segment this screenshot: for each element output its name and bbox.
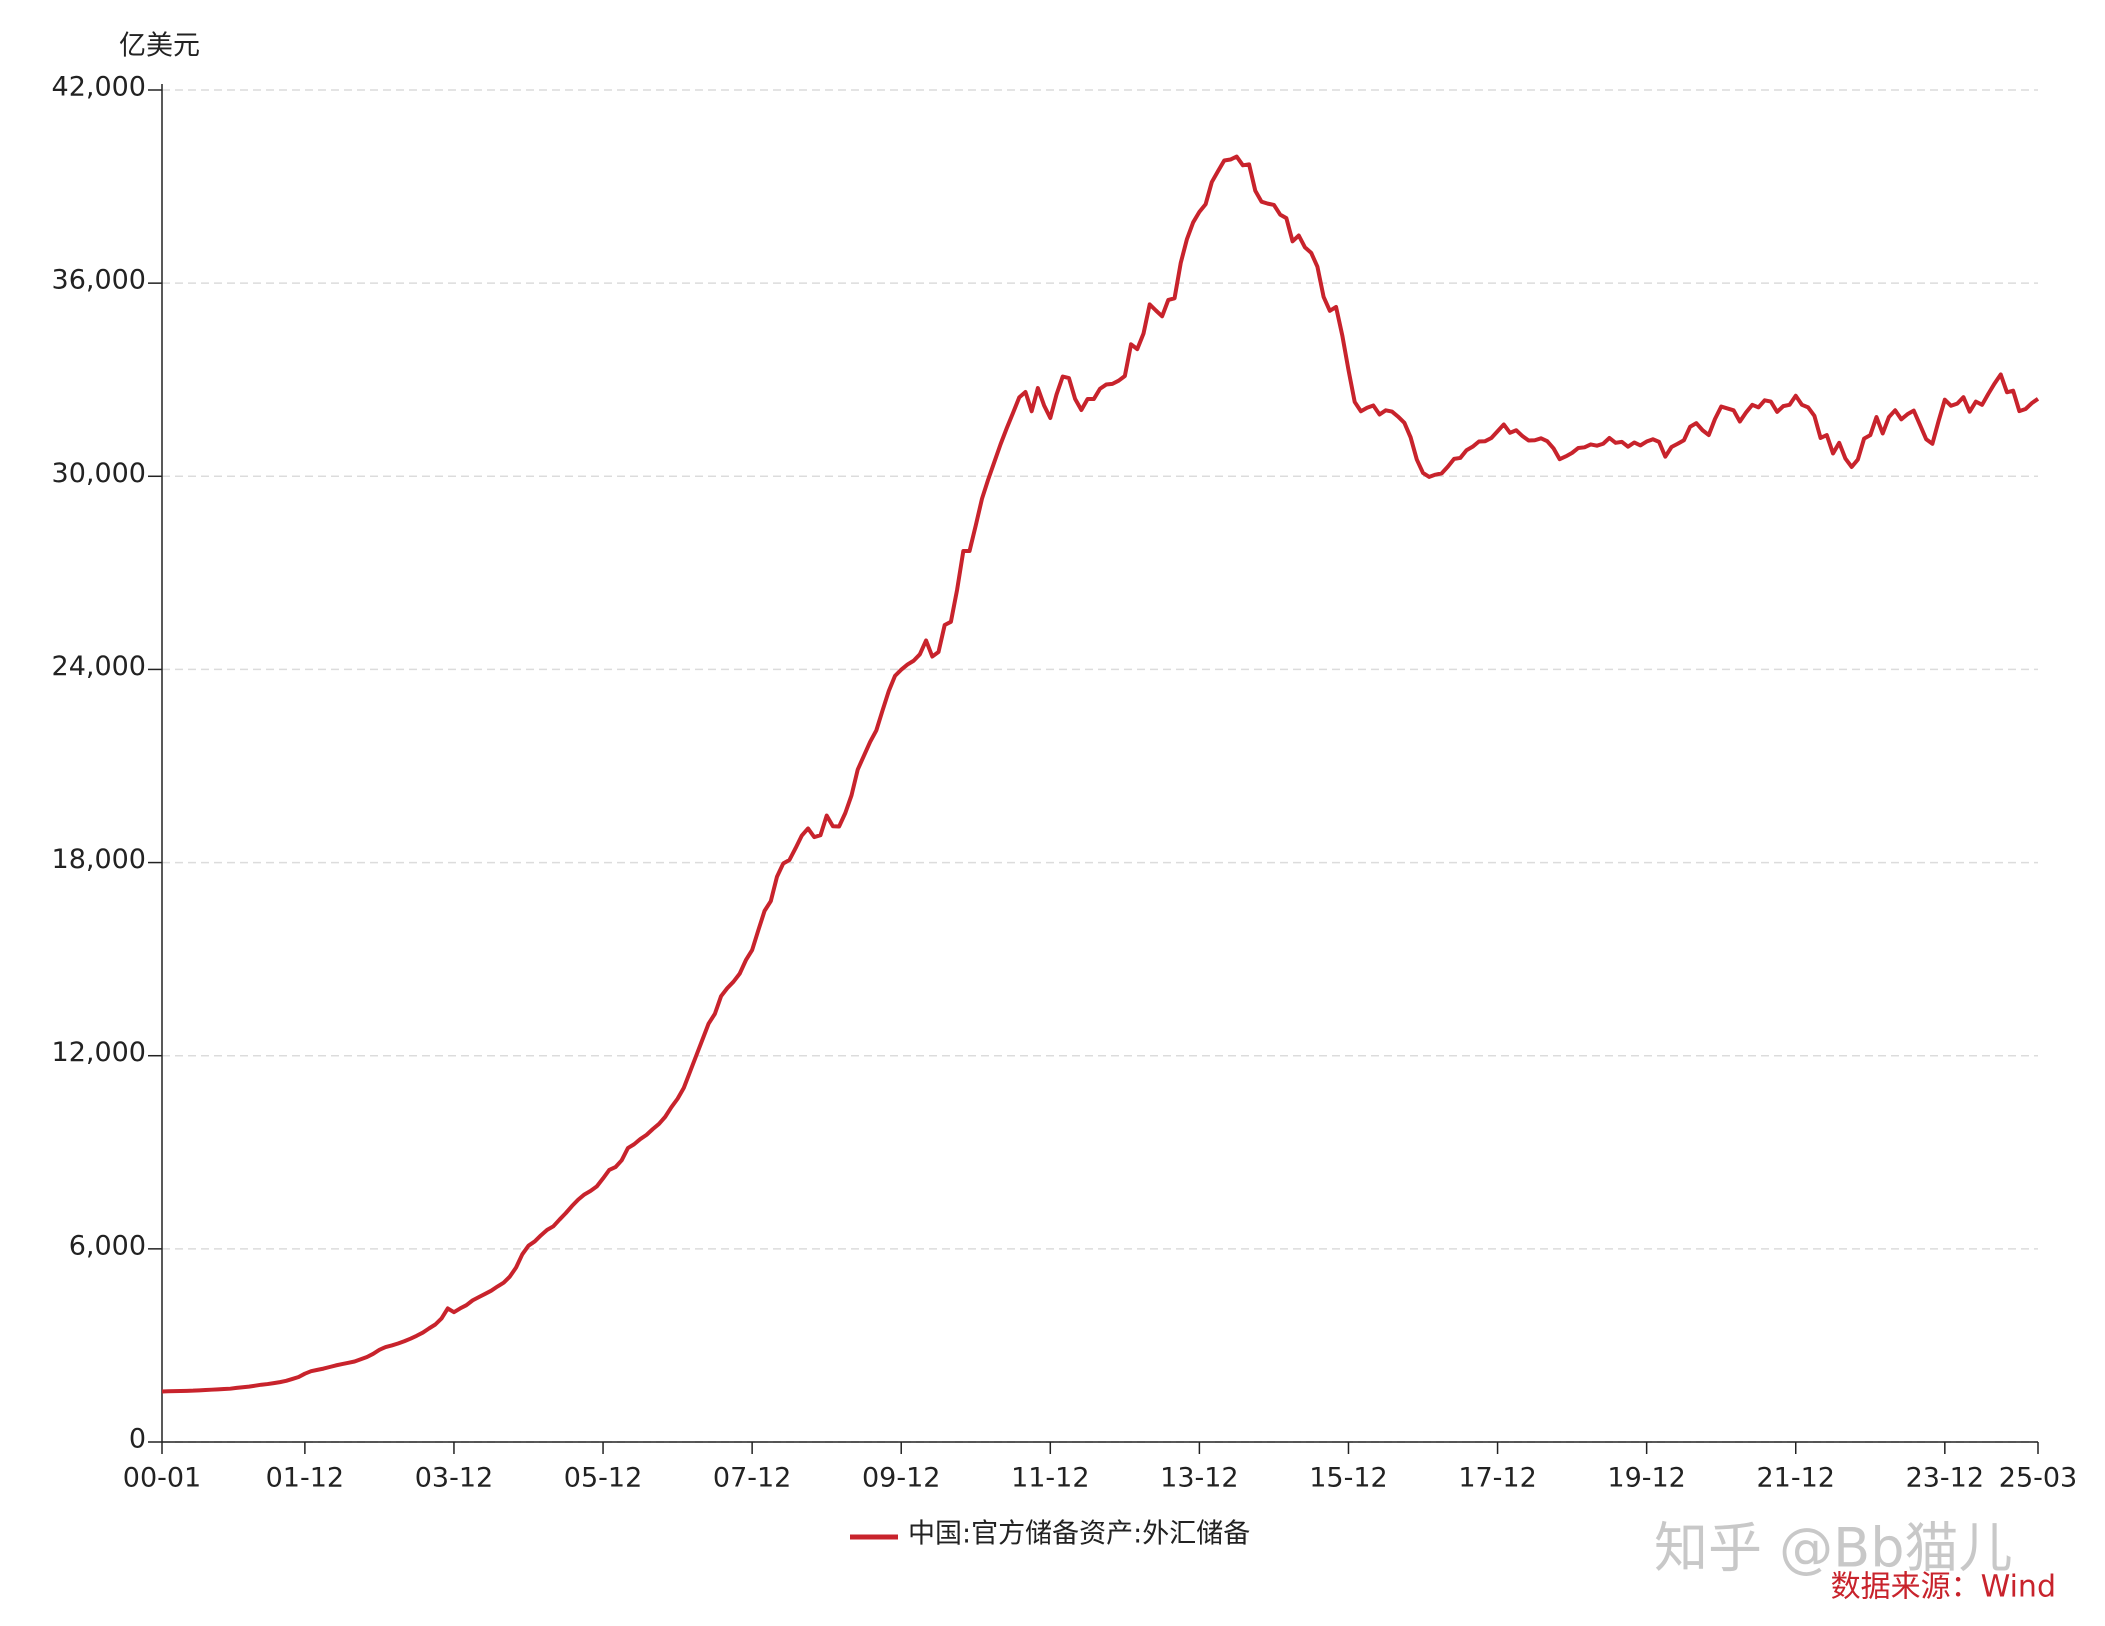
x-tick-label: 05-12 — [564, 1463, 642, 1494]
source-note: 数据来源：Wind — [1831, 1570, 2056, 1605]
legend-label: 中国:官方储备资产:外汇储备 — [908, 1519, 1250, 1550]
watermark: 知乎 @Bb猫儿 — [1654, 1517, 2013, 1580]
x-tick-label: 23-12 — [1906, 1463, 1984, 1494]
x-tick-label: 09-12 — [862, 1463, 940, 1494]
y-tick-label: 12,000 — [52, 1037, 146, 1068]
y-tick-label: 30,000 — [52, 458, 146, 489]
y-tick-label: 24,000 — [52, 651, 146, 682]
x-tick-label: 17-12 — [1458, 1463, 1536, 1494]
y-tick-label: 0 — [129, 1424, 146, 1455]
data-line — [161, 154, 2040, 1394]
x-tick-label: 00-01 — [123, 1463, 201, 1494]
y-tick-label: 18,000 — [52, 844, 146, 875]
x-tick-label: 21-12 — [1757, 1463, 1835, 1494]
y-tick-label: 36,000 — [52, 265, 146, 296]
x-tick-label: 25-03 — [1999, 1463, 2077, 1494]
x-tick-label: 07-12 — [713, 1463, 791, 1494]
x-tick-label: 15-12 — [1309, 1463, 1387, 1494]
x-tick-label: 19-12 — [1607, 1463, 1685, 1494]
y-tick-label: 6,000 — [69, 1230, 146, 1261]
x-tick-label: 13-12 — [1160, 1463, 1238, 1494]
x-tick-label: 03-12 — [415, 1463, 493, 1494]
y-axis-label: 亿美元 — [119, 31, 200, 62]
y-tick-label: 42,000 — [52, 72, 146, 103]
x-tick-label: 01-12 — [266, 1463, 344, 1494]
x-tick-label: 11-12 — [1011, 1463, 1089, 1494]
